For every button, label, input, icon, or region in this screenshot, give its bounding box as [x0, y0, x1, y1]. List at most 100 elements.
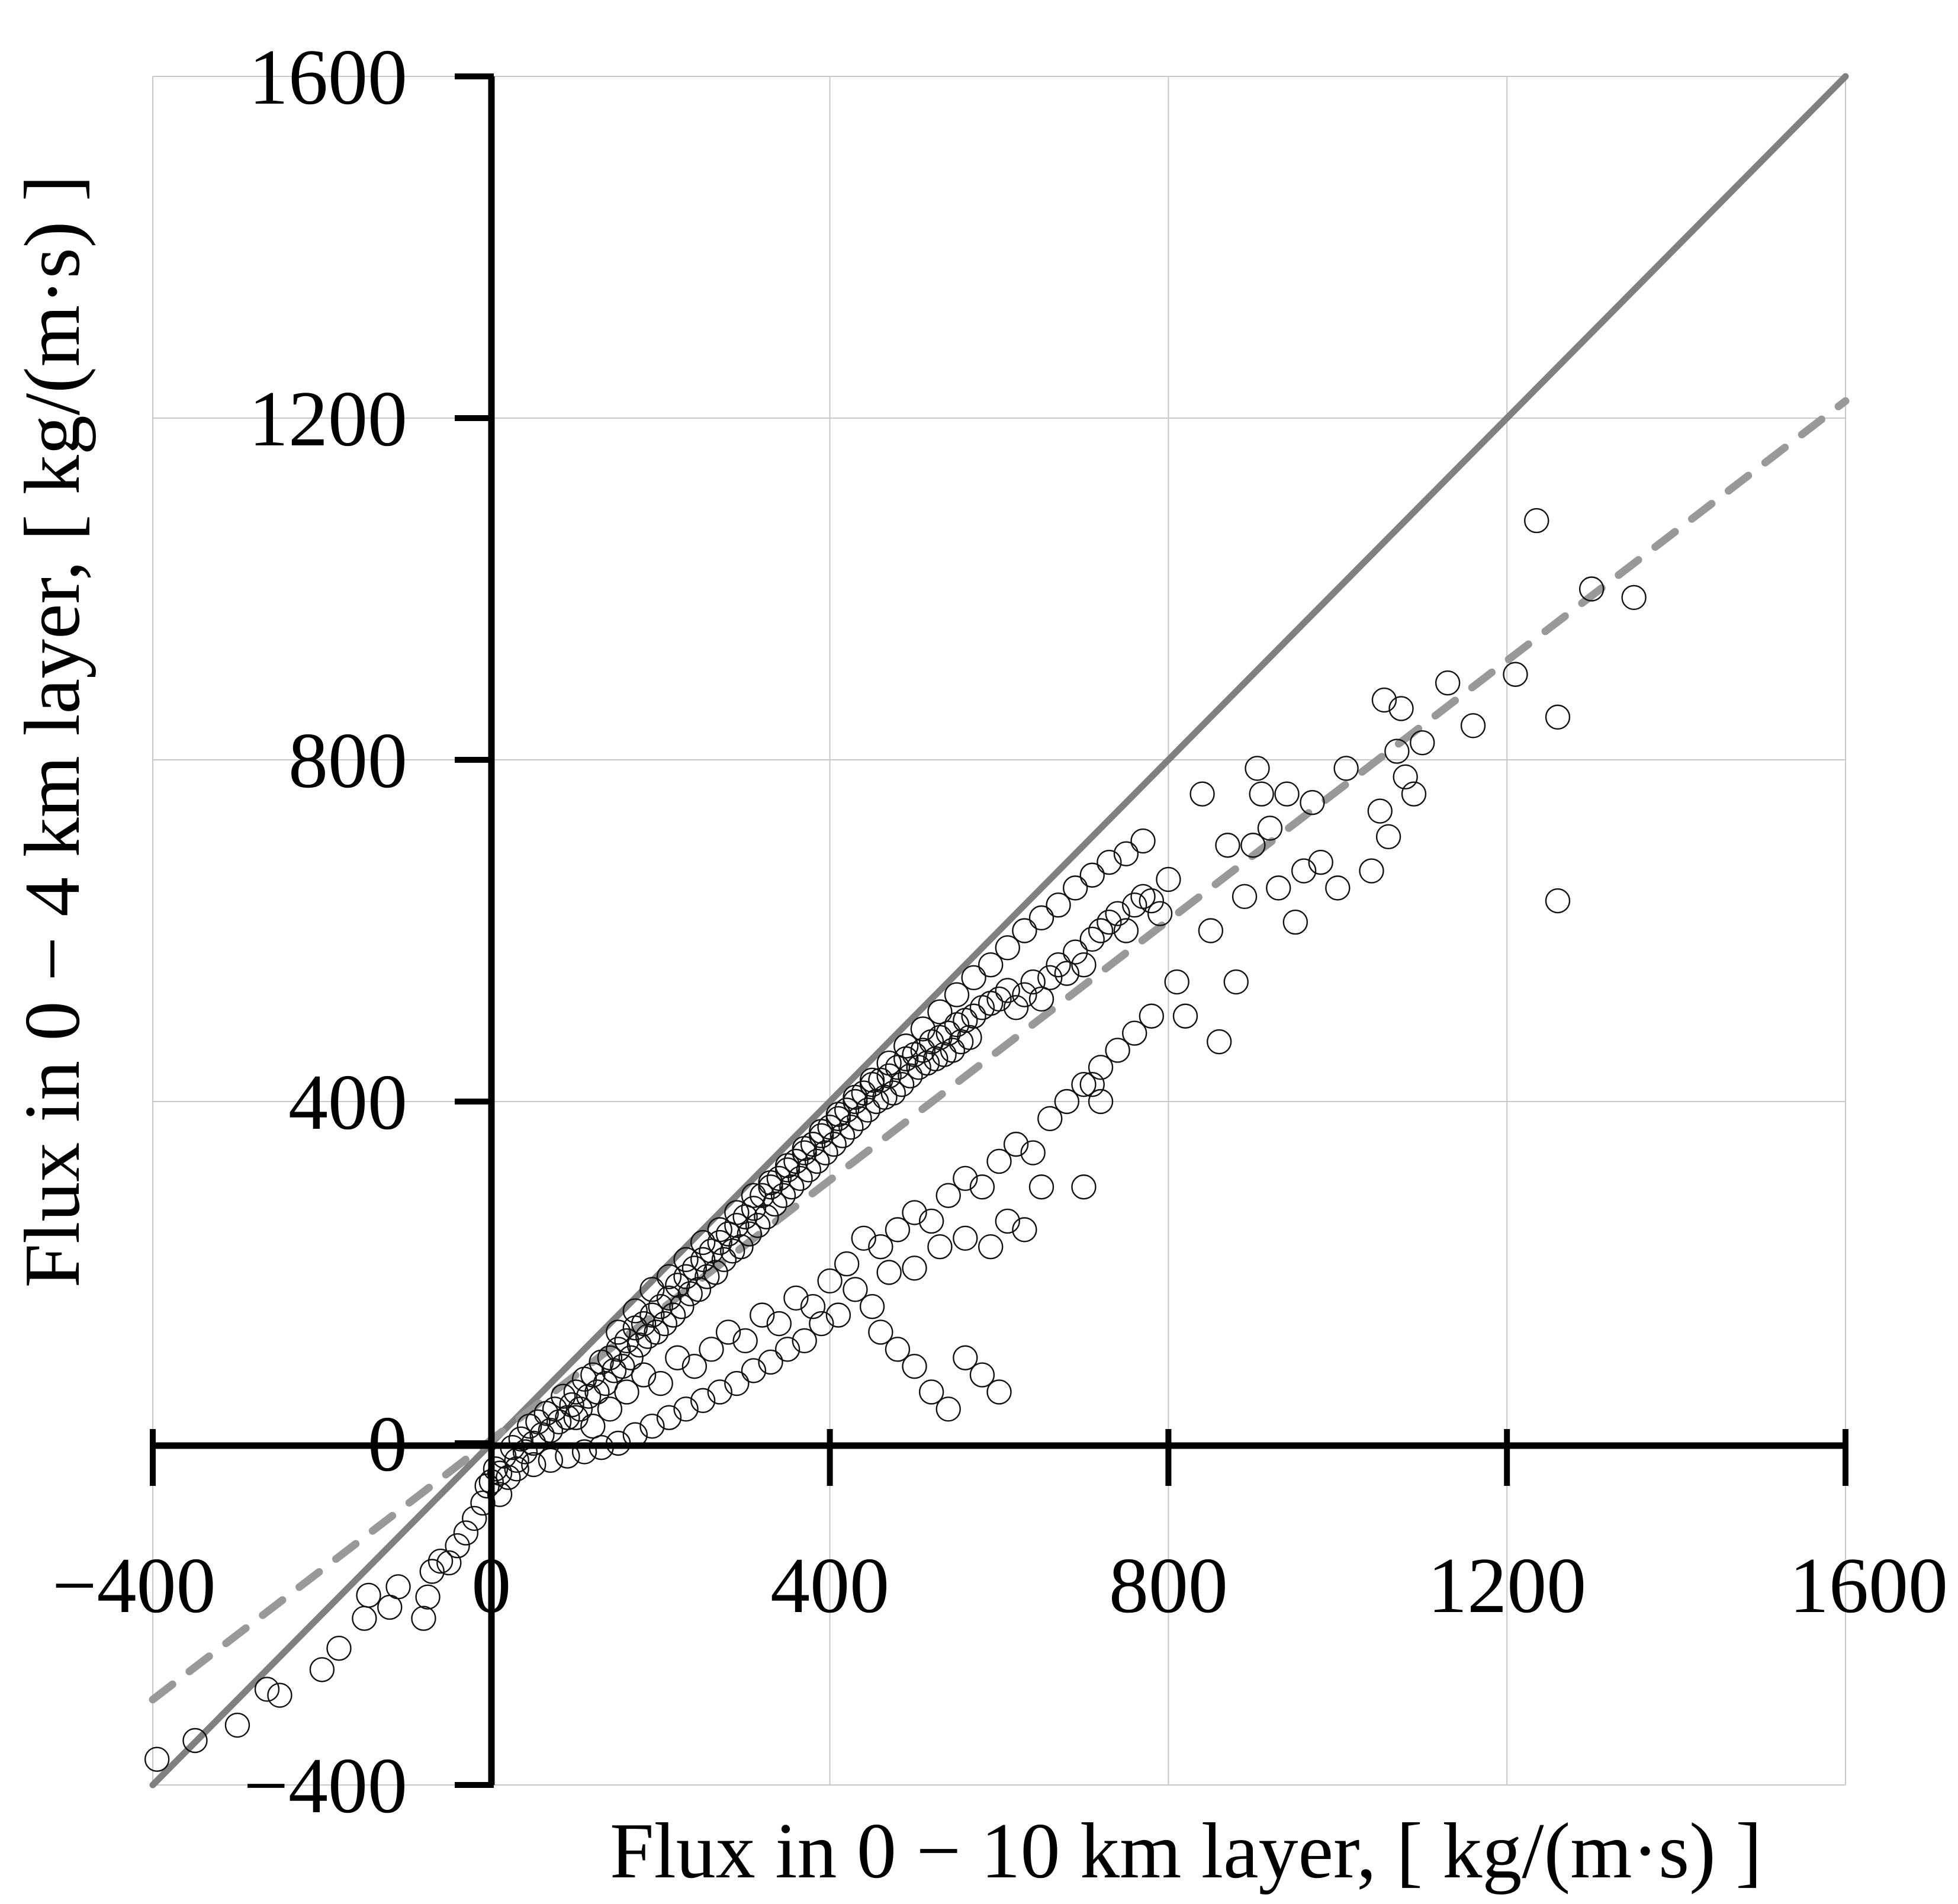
data-point — [690, 1388, 716, 1414]
data-point — [754, 1204, 779, 1229]
data-point — [626, 1332, 652, 1358]
data-point — [1088, 918, 1114, 943]
data-point — [551, 1383, 576, 1409]
data-point — [1384, 739, 1410, 764]
data-point — [750, 1183, 775, 1208]
data-point — [825, 1102, 851, 1127]
data-point — [1079, 862, 1105, 888]
data-point — [711, 1247, 737, 1273]
data-point — [902, 1353, 927, 1379]
data-point — [703, 1260, 728, 1285]
data-point — [1215, 833, 1240, 858]
data-point — [986, 1379, 1012, 1405]
data-point — [851, 1225, 876, 1251]
data-point — [1156, 866, 1181, 892]
data-point — [876, 1063, 902, 1089]
data-point — [665, 1272, 690, 1298]
data-point — [580, 1362, 606, 1388]
data-point — [902, 1256, 927, 1281]
data-point — [758, 1174, 783, 1200]
data-point — [504, 1456, 529, 1482]
data-point — [639, 1277, 665, 1302]
data-point — [969, 1362, 995, 1388]
y-tick-label: −400 — [243, 1742, 407, 1829]
data-point — [978, 952, 1004, 978]
regression-fit-line — [149, 397, 1850, 1704]
data-point — [1071, 1071, 1097, 1097]
data-point — [1367, 798, 1393, 824]
data-point — [1359, 858, 1384, 884]
data-point — [521, 1452, 546, 1478]
data-point — [978, 1234, 1004, 1260]
data-point — [182, 1728, 208, 1754]
data-point — [1088, 1089, 1114, 1115]
data-point — [774, 1152, 800, 1179]
data-point — [1375, 824, 1401, 850]
data-point — [610, 1353, 635, 1379]
data-point — [525, 1409, 551, 1435]
data-point — [1079, 1071, 1105, 1097]
data-point — [779, 1174, 805, 1200]
data-point — [445, 1533, 470, 1559]
data-point — [834, 1251, 860, 1277]
data-point — [762, 1191, 787, 1217]
data-point — [1282, 909, 1308, 935]
data-point — [1401, 781, 1427, 807]
data-point — [681, 1353, 708, 1379]
y-tick-label: 1200 — [249, 375, 407, 463]
data-point — [1240, 833, 1266, 858]
data-point — [953, 1345, 978, 1370]
data-point — [584, 1379, 610, 1405]
data-point — [652, 1311, 678, 1337]
data-point — [580, 1413, 606, 1439]
data-point — [622, 1298, 648, 1324]
data-point — [1223, 969, 1249, 995]
data-point — [957, 1025, 982, 1051]
data-point — [880, 1080, 906, 1106]
data-point — [1037, 1106, 1063, 1132]
data-point — [1333, 756, 1359, 781]
data-point — [809, 1311, 834, 1337]
data-point — [631, 1311, 657, 1337]
data-point — [1578, 576, 1605, 602]
data-point — [1274, 781, 1300, 807]
data-point — [614, 1328, 639, 1354]
data-point — [1206, 1029, 1232, 1055]
data-point — [648, 1293, 673, 1319]
data-point — [821, 1131, 847, 1157]
data-point — [1308, 849, 1333, 875]
data-point — [986, 986, 1012, 1012]
data-point — [631, 1362, 657, 1388]
data-point — [745, 1212, 771, 1238]
data-point — [1198, 918, 1224, 943]
data-point — [1291, 858, 1317, 884]
data-point — [1071, 952, 1097, 978]
data-point — [843, 1084, 868, 1110]
data-point — [995, 978, 1020, 1003]
data-point — [436, 1550, 462, 1576]
data-point — [766, 1311, 792, 1337]
data-point — [1071, 1174, 1097, 1200]
data-point — [508, 1426, 534, 1452]
data-point — [813, 1140, 838, 1165]
data-point — [774, 1337, 800, 1362]
y-tick-label: 800 — [288, 717, 407, 804]
data-point — [927, 1234, 953, 1260]
data-point — [555, 1405, 580, 1430]
data-point — [1012, 918, 1037, 943]
data-point — [885, 1337, 911, 1362]
data-point — [961, 1003, 986, 1029]
data-point — [758, 1170, 783, 1196]
data-point — [1371, 687, 1397, 713]
data-point — [1130, 828, 1156, 854]
axes — [150, 73, 1848, 1788]
data-point — [770, 1183, 796, 1208]
data-point — [665, 1345, 690, 1370]
data-point — [728, 1234, 754, 1260]
data-point — [1545, 888, 1571, 914]
data-point — [660, 1302, 686, 1328]
data-point — [847, 1106, 872, 1132]
data-point — [1097, 909, 1122, 935]
data-point — [1393, 764, 1418, 790]
